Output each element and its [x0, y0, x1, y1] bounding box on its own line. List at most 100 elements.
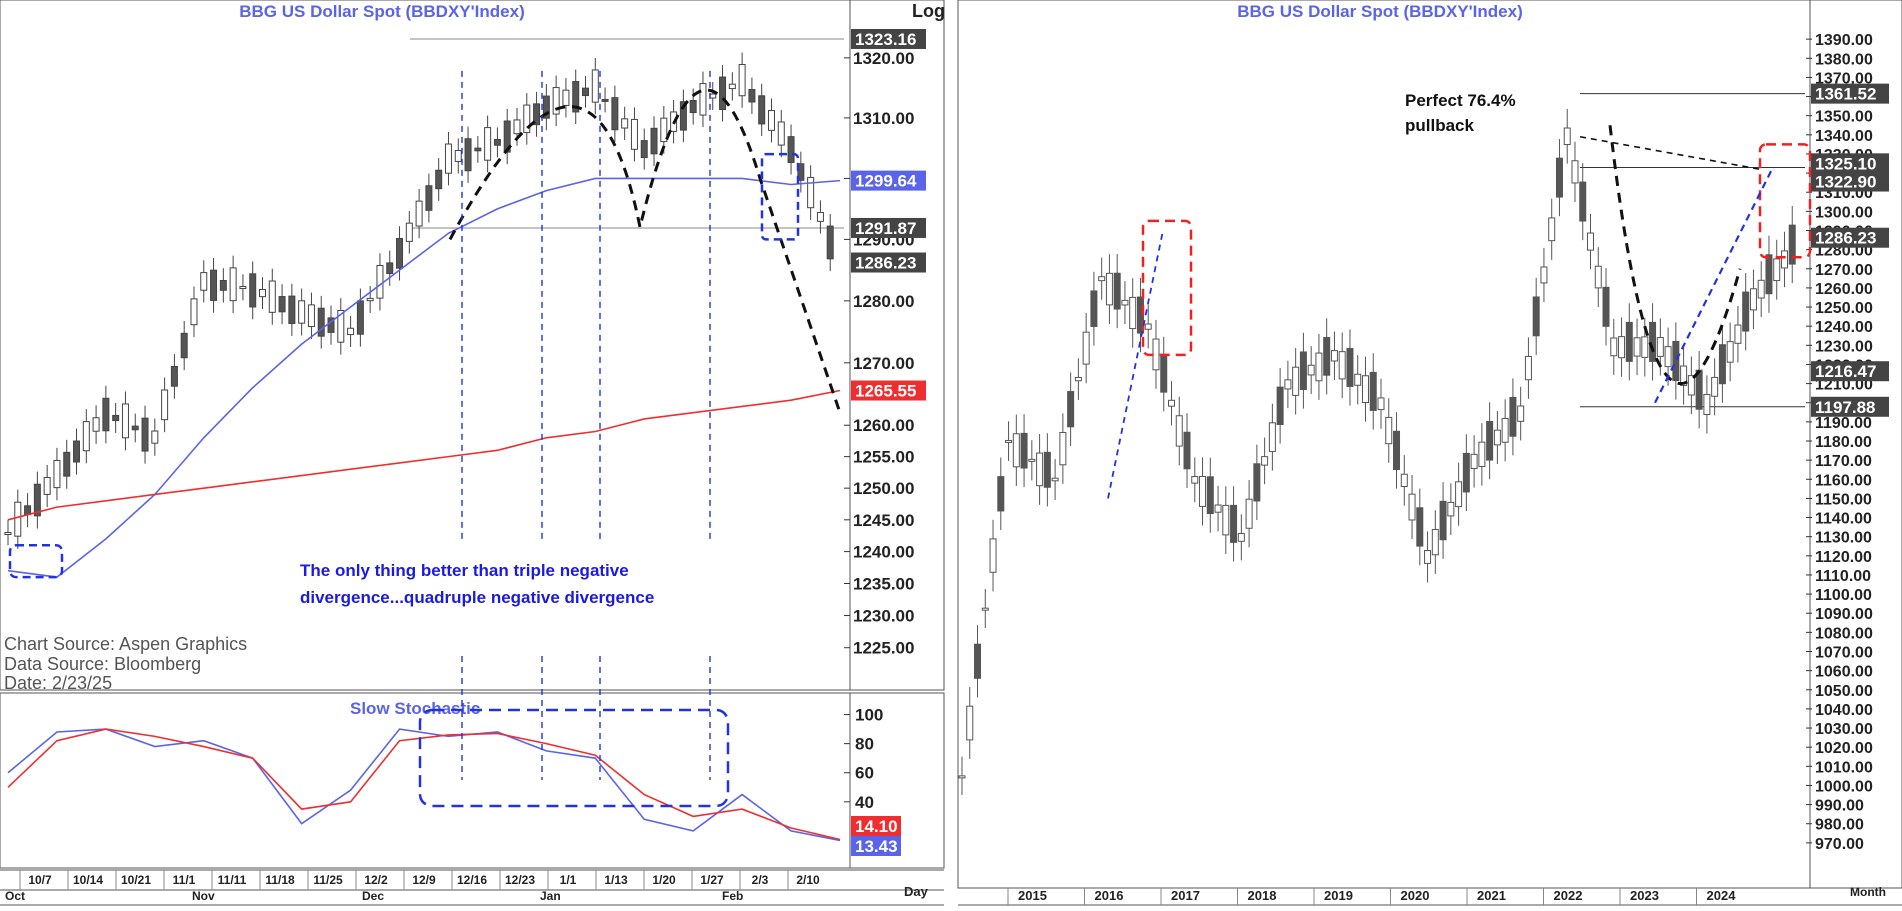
- right-price-series: [958, 108, 1796, 796]
- price-candle: [268, 280, 276, 313]
- monthly-candle: [1718, 344, 1726, 385]
- stoch-label: 14.10: [855, 817, 898, 836]
- left-y-tick-label: 1320.00: [853, 49, 914, 68]
- price-label: 1323.16: [855, 30, 916, 49]
- price-label-box: [851, 28, 926, 49]
- date-tick-label: 12/9: [412, 873, 436, 887]
- monthly-candle: [1237, 532, 1245, 542]
- right-y-tick-label: 1040.00: [1815, 702, 1873, 719]
- monthly-candle: [1276, 386, 1284, 425]
- right-y-tick-label: 1340.00: [1815, 128, 1873, 145]
- left-y-tick-label: 1230.00: [853, 607, 914, 626]
- price-candle: [474, 147, 482, 152]
- right-y-tick-label: 1030.00: [1815, 721, 1873, 738]
- monthly-candle: [1742, 291, 1750, 332]
- year-tick-label: 2023: [1630, 888, 1659, 903]
- price-candle: [180, 332, 188, 359]
- price-candle: [611, 97, 619, 131]
- price-candle: [572, 81, 580, 113]
- monthly-candle: [1625, 321, 1633, 362]
- price-candle: [14, 501, 22, 537]
- year-tick-label: 2017: [1171, 888, 1200, 903]
- monthly-candle: [1121, 299, 1129, 306]
- right-red-box: [1141, 219, 1193, 357]
- monthly-candle: [1656, 337, 1664, 357]
- right-y-tick-label: 1270.00: [1815, 262, 1873, 279]
- divergence-annotation-line-1: The only thing better than triple negati…: [300, 561, 629, 580]
- date-tick-label: 11/25: [313, 873, 343, 887]
- right-y-tick-label: 980.00: [1815, 817, 1864, 834]
- monthly-candle: [1206, 476, 1214, 515]
- price-candle: [601, 98, 609, 102]
- left-y-tick-label: 1280.00: [853, 292, 914, 311]
- monthly-candle: [1028, 458, 1036, 462]
- stoch-d-line: [7, 728, 841, 841]
- price-candle: [591, 69, 599, 103]
- monthly-candle: [1478, 441, 1486, 467]
- price-candle: [533, 103, 541, 126]
- price-label: 1299.64: [855, 172, 917, 191]
- left-y-tick-label: 1255.00: [853, 448, 914, 467]
- price-candle: [141, 417, 149, 452]
- monthly-candle: [1377, 397, 1385, 411]
- monthly-candle: [1214, 504, 1222, 513]
- right-price-label: 1197.88: [1815, 398, 1876, 417]
- price-candle: [797, 163, 805, 181]
- price-candle: [444, 143, 452, 174]
- monthly-candle: [1532, 296, 1540, 337]
- year-tick-label: 2024: [1707, 888, 1737, 903]
- price-candle: [170, 366, 178, 387]
- price-candle: [258, 288, 266, 298]
- year-tick-label: 2015: [1018, 888, 1047, 903]
- right-y-tick-label: 1170.00: [1815, 453, 1872, 470]
- left-price-labels: 1323.16 1299.64 1291.87 1286.23 1265.55: [851, 28, 926, 401]
- monthly-candle: [1354, 373, 1362, 386]
- stoch-y-tick-label: 100: [855, 706, 883, 725]
- right-y-tick-label: 1350.00: [1815, 109, 1873, 126]
- right-y-tick-label: 1050.00: [1815, 683, 1873, 700]
- monthly-candle: [1051, 477, 1059, 482]
- chart-source: Chart Source: Aspen Graphics: [4, 634, 247, 654]
- monthly-candle: [1152, 338, 1160, 371]
- price-candle: [200, 272, 208, 291]
- date-tick-label: 10/7: [28, 873, 52, 887]
- monthly-candle: [1005, 439, 1013, 443]
- right-y-tick-label: 1010.00: [1815, 759, 1873, 776]
- left-price-pane: [0, 0, 945, 691]
- stoch-k-line: [7, 728, 841, 842]
- right-y-tick-label: 1130.00: [1815, 530, 1872, 547]
- price-label-box: [851, 170, 926, 191]
- monthly-candle: [1765, 254, 1773, 295]
- monthly-candle: [1540, 266, 1548, 284]
- monthly-candle: [1757, 279, 1765, 299]
- monthly-candle: [1284, 379, 1292, 390]
- month-tick-label: Feb: [722, 889, 743, 903]
- monthly-candle: [1788, 224, 1796, 265]
- monthly-candle: [974, 643, 982, 679]
- price-candle: [484, 127, 492, 161]
- monthly-candle: [1323, 336, 1331, 376]
- monthly-candle: [966, 705, 974, 741]
- price-candle: [699, 83, 707, 116]
- price-candle: [640, 140, 648, 159]
- price-candle: [102, 397, 110, 432]
- right-y-tick-label: 1180.00: [1815, 434, 1872, 451]
- right-y-tick-label: 1140.00: [1815, 511, 1872, 528]
- right-panel: [957, 0, 1902, 906]
- monthly-candle: [1439, 500, 1447, 541]
- price-candle: [396, 237, 404, 269]
- price-candle: [92, 417, 100, 432]
- monthly-candle: [1455, 481, 1463, 508]
- monthly-candle: [1594, 265, 1602, 289]
- left-y-tick-label: 1240.00: [853, 543, 914, 562]
- monthly-candle: [1680, 365, 1688, 386]
- monthly-candle: [1307, 364, 1315, 376]
- price-candle: [758, 95, 766, 125]
- date-tick-label: 1/20: [652, 873, 676, 887]
- price-candle: [33, 483, 41, 517]
- left-y-tick-label: 1250.00: [853, 479, 914, 498]
- monthly-candle: [1563, 127, 1571, 146]
- right-price-label-box: [1811, 171, 1889, 192]
- price-candle: [767, 110, 775, 131]
- right-price-label-box: [1811, 227, 1889, 248]
